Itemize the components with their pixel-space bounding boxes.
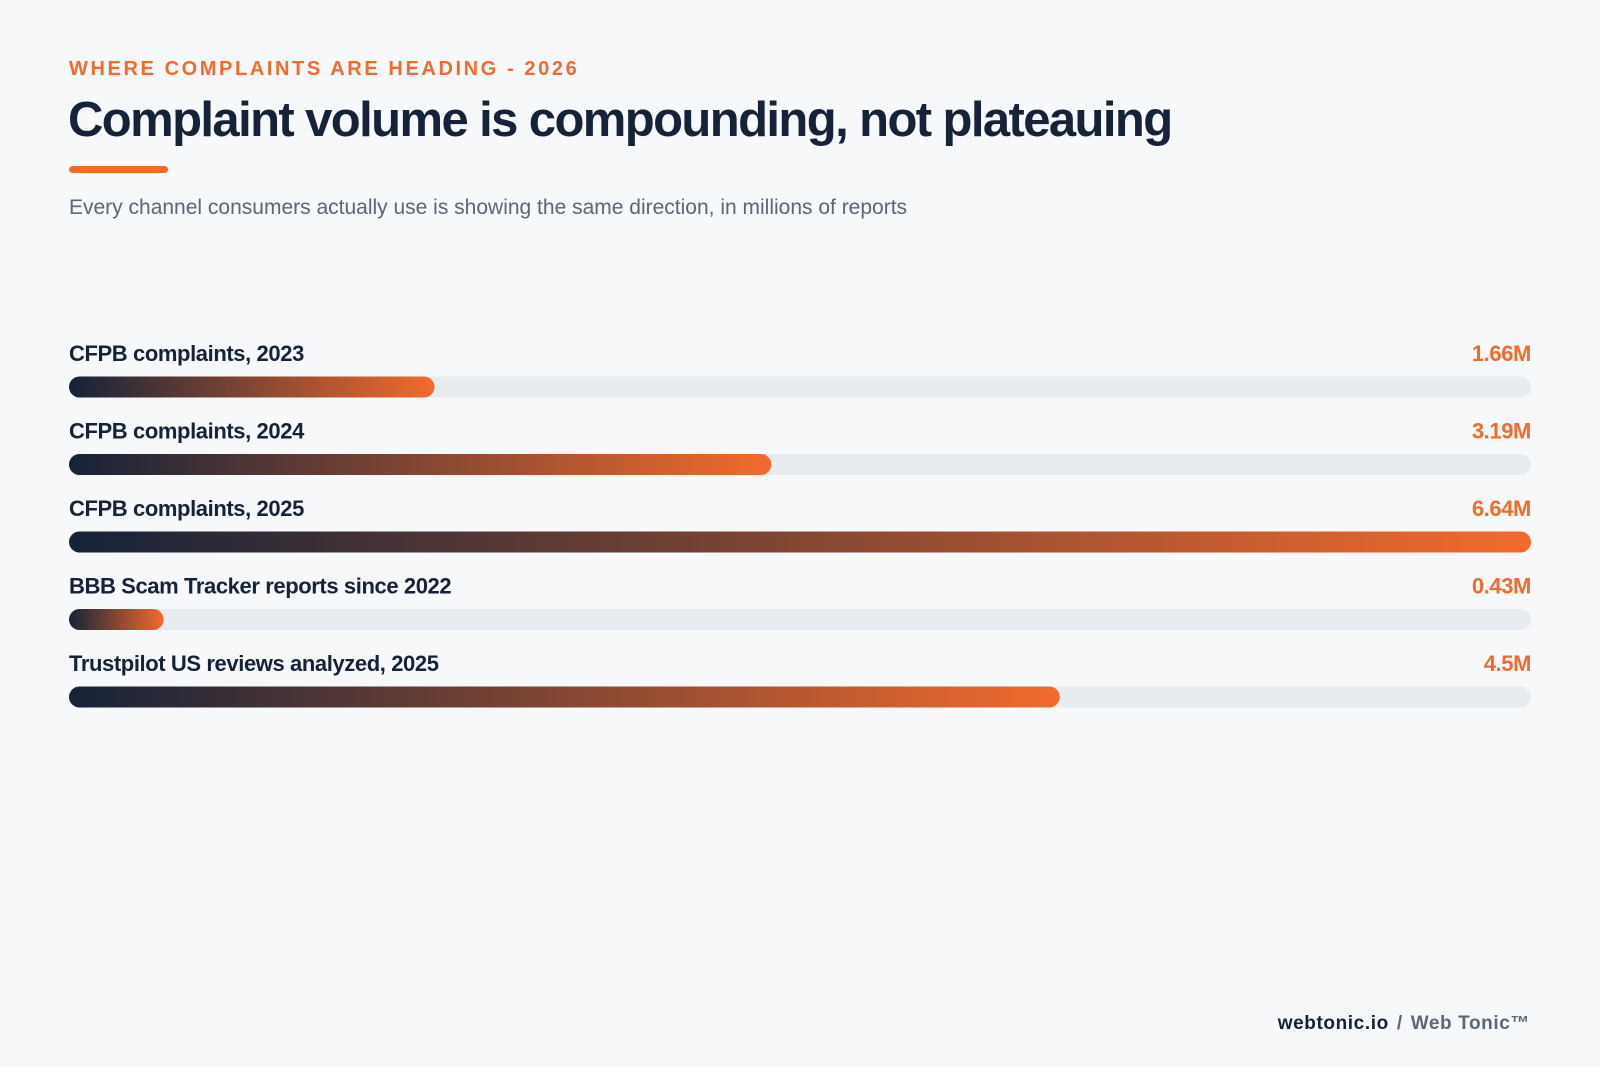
bar <box>69 609 164 630</box>
footer-brand: Web Tonic™ <box>1410 1013 1530 1034</box>
bar <box>69 454 772 475</box>
bar-label: BBB Scam Tracker reports since 2022 <box>69 574 451 599</box>
bar-value-label: 0.43M <box>1472 574 1531 599</box>
bar-track <box>69 609 1531 630</box>
bar-value-label: 6.64M <box>1472 496 1531 521</box>
bar-label: CFPB complaints, 2024 <box>69 419 305 444</box>
bar-label: CFPB complaints, 2025 <box>69 496 304 521</box>
bar-value-label: 4.5M <box>1484 651 1531 676</box>
bar-value-label: 3.19M <box>1472 419 1531 444</box>
bar-value-label: 1.66M <box>1472 341 1531 366</box>
bar-track <box>69 376 1531 398</box>
footer-site: webtonic.io <box>1277 1013 1389 1034</box>
footer-credit: webtonic.io / Web Tonic™ <box>1278 1013 1530 1035</box>
bar <box>69 531 1531 553</box>
page-subtitle: Every channel consumers actually use is … <box>69 196 908 219</box>
title-underline <box>69 166 168 173</box>
page-title: Complaint volume is compounding, not pla… <box>68 93 1173 147</box>
footer-separator: / <box>1396 1013 1403 1034</box>
bar <box>69 686 1060 708</box>
eyebrow-label: WHERE COMPLAINTS ARE HEADING - 2026 <box>69 58 580 80</box>
bar-rows: CFPB complaints, 2023 1.66M CFPB complaint… <box>69 341 1531 708</box>
bar-label: Trustpilot US reviews analyzed, 2025 <box>69 651 439 676</box>
bar-label: CFPB complaints, 2023 <box>69 341 304 366</box>
bar <box>69 376 435 398</box>
